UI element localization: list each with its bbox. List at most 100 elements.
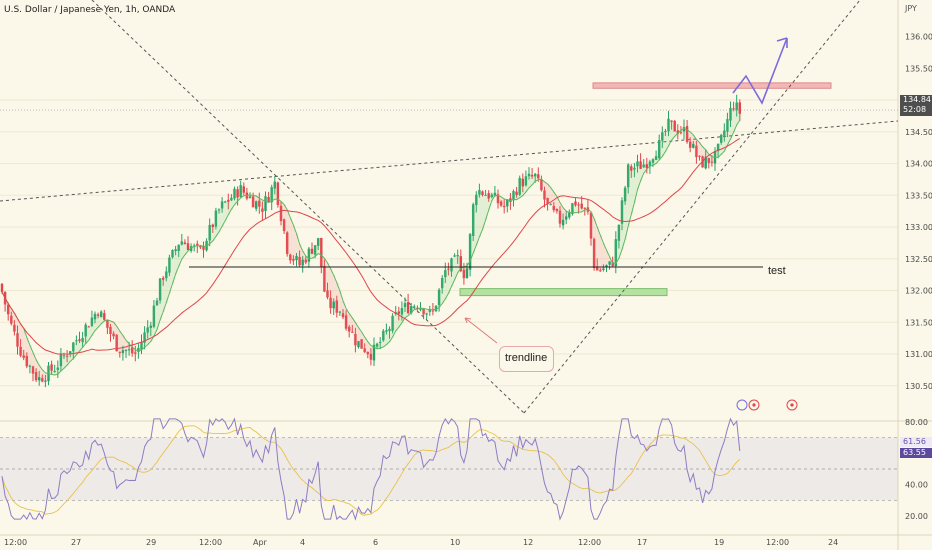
ribbon-segment: [456, 255, 460, 274]
ribbon-segment: [688, 131, 692, 149]
candle-body: [372, 344, 376, 361]
ribbon-segment: [170, 250, 175, 285]
ribbon-segment: [115, 326, 119, 352]
ribbon-segment: [347, 313, 351, 332]
candle-body: [19, 346, 22, 356]
ribbon-segment: [546, 184, 550, 205]
candle-body: [434, 305, 438, 312]
rsi-line: [1, 417, 741, 521]
candle-body: [605, 265, 608, 267]
ribbon-segment: [53, 370, 57, 376]
candle-body: [670, 120, 673, 122]
candle-body: [689, 141, 692, 148]
candle-body: [242, 186, 245, 193]
ribbon-segment: [65, 355, 69, 366]
candle-body: [87, 326, 90, 328]
candle-body: [146, 327, 149, 333]
ribbon-segment: [198, 245, 202, 248]
ribbon-segment: [620, 200, 624, 251]
ribbon-segment: [282, 204, 286, 232]
candle-body: [248, 196, 252, 198]
ribbon-segment: [245, 195, 249, 199]
time-tick-label: 6: [373, 538, 378, 547]
descending-trendline: [91, 0, 525, 414]
candle-body: [369, 353, 373, 360]
ribbon-segment: [632, 167, 636, 204]
candle-body: [546, 197, 549, 204]
ribbon-segment: [161, 279, 165, 312]
candle-body: [106, 320, 109, 328]
ribbon-segment: [434, 305, 438, 311]
ribbon-segment: [719, 134, 723, 155]
ribbon-segment: [257, 198, 261, 208]
candle-body: [332, 301, 335, 309]
candle-body: [738, 102, 741, 114]
upper-channel-line: [0, 120, 899, 202]
candle-body: [639, 161, 642, 169]
candle-body: [121, 350, 125, 354]
ribbon-segment: [71, 342, 75, 360]
candle-body: [78, 339, 81, 341]
candle-body: [496, 194, 500, 204]
candle-body: [406, 302, 410, 314]
candle-body: [729, 107, 732, 121]
candle-body: [726, 119, 729, 132]
ribbon-segment: [121, 335, 125, 351]
ascending-trendline: [523, 0, 861, 414]
ribbon-segment: [471, 204, 475, 254]
bar-countdown: 52:08: [903, 105, 927, 114]
ribbon-segment: [462, 266, 466, 279]
ribbon-segment: [484, 194, 488, 221]
symbol-title[interactable]: U.S. Dollar / Japanese Yen, 1h, OANDA: [4, 5, 176, 15]
ribbon-segment: [248, 194, 252, 197]
candle-body: [608, 261, 611, 265]
candle-body: [648, 161, 652, 167]
candle-body: [732, 108, 735, 110]
candle-body: [224, 201, 227, 203]
candle-body: [568, 212, 571, 218]
candle-body: [425, 313, 428, 315]
candle-body: [360, 339, 363, 349]
ribbon-segment: [12, 313, 16, 332]
ribbon-segment: [139, 342, 144, 351]
ribbon-segment: [124, 340, 128, 351]
candle-body: [574, 201, 577, 206]
ribbon-segment: [449, 258, 454, 287]
event-icon: [736, 399, 748, 411]
ribbon-segment: [493, 192, 497, 197]
candle-body: [503, 205, 506, 208]
candle-body: [493, 192, 497, 197]
trendline-label-box[interactable]: trendline: [499, 346, 554, 372]
ribbon-segment: [133, 349, 137, 355]
candle-body: [400, 308, 404, 315]
candle-body: [571, 203, 574, 214]
candle-body: [515, 191, 518, 195]
ribbon-segment: [40, 369, 44, 382]
candle-body: [344, 315, 348, 329]
ribbon-segment: [350, 317, 354, 333]
price-tick-label: 131.000: [905, 350, 932, 359]
time-tick-label: 12: [523, 538, 533, 547]
candle-body: [174, 249, 177, 252]
candle-body: [416, 307, 419, 309]
ribbon-segment: [654, 156, 658, 164]
ribbon-segment: [626, 164, 630, 227]
ribbon-segment: [604, 250, 609, 266]
ribbon-segment: [459, 268, 463, 272]
ribbon-segment: [155, 300, 159, 330]
candle-body: [90, 317, 94, 326]
test-label[interactable]: test: [768, 265, 786, 277]
candle-body: [630, 166, 633, 171]
candle-body: [75, 340, 78, 342]
candle-body: [716, 143, 720, 152]
time-tick-label: 27: [71, 538, 81, 547]
candle-body: [258, 200, 261, 207]
candle-body: [158, 278, 162, 301]
candle-body: [28, 365, 32, 367]
ribbon-segment: [105, 319, 109, 329]
candle-body: [397, 311, 400, 314]
time-tick-label: 29: [146, 538, 156, 547]
event-icon-dot: [752, 403, 756, 407]
